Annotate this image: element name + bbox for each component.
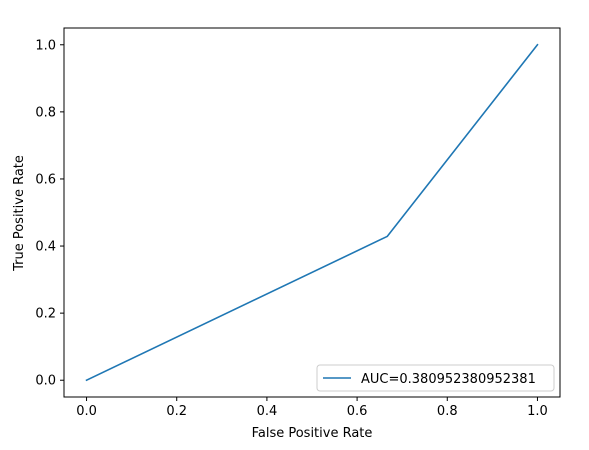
y-tick-label: 0.0: [35, 374, 56, 389]
y-axis-ticks: 0.0 0.2 0.4 0.6 0.8 1.0: [35, 38, 64, 389]
x-tick-label: 0.6: [347, 404, 368, 419]
x-axis-label: False Positive Rate: [252, 426, 373, 441]
x-tick-label: 0.2: [166, 404, 187, 419]
legend-entry-label: AUC=0.380952380952381: [361, 372, 536, 387]
y-tick-label: 0.6: [35, 172, 56, 187]
y-tick-label: 0.8: [35, 105, 56, 120]
roc-curve-line: [85, 43, 539, 382]
y-axis-label: True Positive Rate: [12, 155, 27, 272]
series-group: [85, 43, 539, 382]
y-tick-label: 0.2: [35, 307, 56, 322]
legend: AUC=0.380952380952381: [316, 364, 555, 392]
plot-area-frame: [63, 27, 561, 398]
x-tick-label: 0.4: [257, 404, 278, 419]
x-tick-label: 0.8: [437, 404, 458, 419]
legend-box: [316, 364, 555, 392]
x-axis-ticks: 0.0 0.2 0.4 0.6 0.8 1.0: [76, 397, 548, 419]
y-tick-label: 1.0: [35, 38, 56, 53]
x-tick-label: 1.0: [527, 404, 548, 419]
x-tick-label: 0.0: [76, 404, 97, 419]
y-tick-label: 0.4: [35, 240, 56, 255]
